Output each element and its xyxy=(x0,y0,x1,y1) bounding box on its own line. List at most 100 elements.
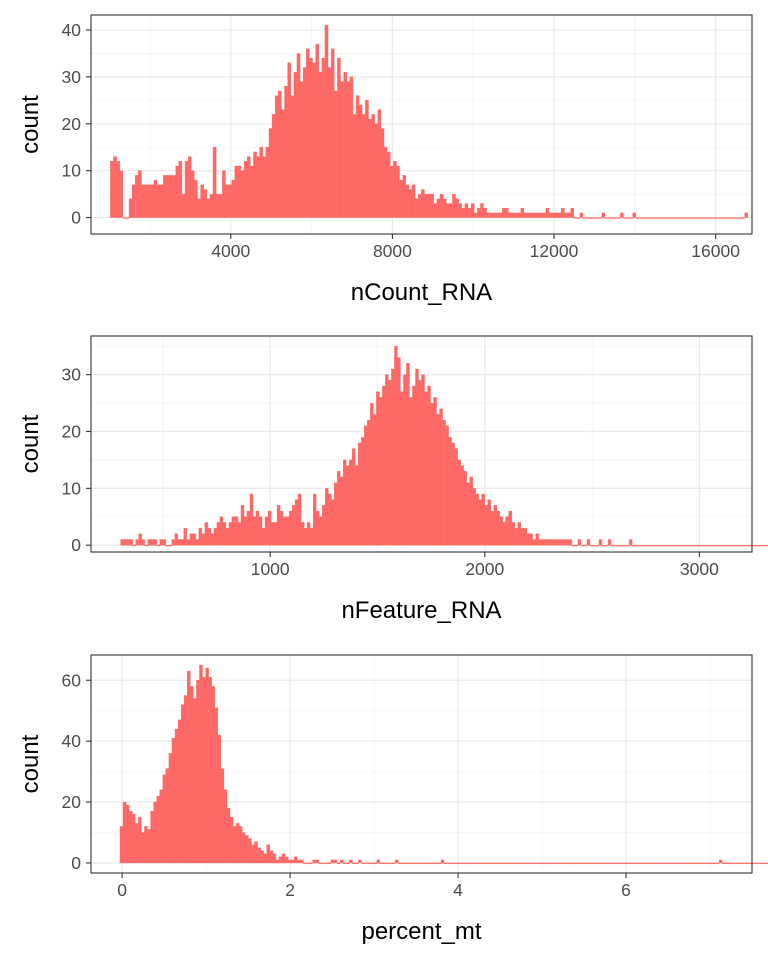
histogram-bar xyxy=(306,522,311,546)
histogram-bar xyxy=(410,862,414,865)
histogram-bar xyxy=(621,862,625,865)
histogram-bar xyxy=(446,203,450,218)
histogram-bar xyxy=(483,208,487,218)
histogram-bar xyxy=(433,397,437,546)
histogram-bar xyxy=(580,544,585,547)
histogram-bar xyxy=(132,544,136,547)
histogram-bar xyxy=(119,170,124,218)
histogram-bar xyxy=(260,850,264,864)
histogram-bar xyxy=(431,862,436,865)
histogram-bar xyxy=(422,862,426,865)
histogram-bar xyxy=(628,539,633,546)
histogram-bar xyxy=(615,862,619,865)
histogram-bars xyxy=(110,25,749,219)
histogram-bar xyxy=(585,217,590,219)
histogram-bar xyxy=(735,217,739,219)
histogram-bar xyxy=(243,161,248,218)
histogram-bar xyxy=(738,217,742,219)
histogram-bar xyxy=(573,217,578,219)
histogram-bar xyxy=(712,862,717,865)
histogram-bar xyxy=(340,476,344,546)
histogram-bar xyxy=(624,862,628,865)
histogram-bar xyxy=(746,544,750,547)
histogram-bar xyxy=(541,862,546,865)
histogram-bar xyxy=(159,539,163,546)
histogram-bar xyxy=(200,184,204,218)
histogram-bar xyxy=(282,516,287,546)
histogram-bar xyxy=(382,385,386,546)
histogram-bar xyxy=(287,859,292,864)
histogram-bar xyxy=(489,862,494,865)
histogram-bar xyxy=(547,862,552,865)
histogram-bar xyxy=(665,544,669,547)
histogram-bar xyxy=(605,862,610,865)
histogram-bar xyxy=(529,212,534,218)
histogram-bar xyxy=(694,862,698,865)
histogram-bar xyxy=(667,862,671,865)
histogram-bar xyxy=(651,217,655,219)
histogram-bar xyxy=(579,212,584,218)
histogram-bar xyxy=(514,212,518,218)
histogram-bar xyxy=(204,522,209,546)
histogram-bar xyxy=(365,100,369,218)
histogram-bar xyxy=(125,217,130,219)
histogram-bar xyxy=(364,425,368,546)
histogram-bar xyxy=(570,208,574,218)
y-axis-title: count xyxy=(17,414,44,473)
histogram-bar xyxy=(297,493,302,546)
histogram-bar xyxy=(306,862,310,865)
histogram-bar xyxy=(256,156,260,218)
histogram-bar xyxy=(654,862,659,865)
histogram-bar xyxy=(396,165,400,218)
histogram-bar xyxy=(129,539,133,546)
histogram-bar xyxy=(722,217,727,219)
histogram-bars xyxy=(120,346,768,547)
histogram-bar xyxy=(484,505,488,546)
histogram-bar xyxy=(538,539,543,546)
y-tick-label: 20 xyxy=(62,114,82,134)
histogram-bar xyxy=(416,862,420,865)
histogram-bar xyxy=(138,170,142,218)
histogram-bar xyxy=(722,862,726,865)
histogram-bar xyxy=(336,862,341,865)
histogram-bar xyxy=(669,217,674,219)
histogram-bar xyxy=(397,862,402,865)
histogram-bar xyxy=(122,217,127,219)
histogram-bar xyxy=(454,448,458,546)
histogram-bar xyxy=(421,374,425,546)
histogram-bar xyxy=(222,170,226,218)
histogram-bar xyxy=(275,859,280,864)
histogram-bar xyxy=(660,862,665,865)
histogram-bar xyxy=(220,768,225,864)
histogram-bar xyxy=(682,217,686,219)
histogram-bar xyxy=(617,217,621,219)
histogram-bar xyxy=(261,527,266,546)
histogram-bar xyxy=(303,527,308,546)
histogram-bar xyxy=(394,859,399,864)
histogram-bar xyxy=(734,544,738,547)
histogram-bar xyxy=(446,862,451,865)
histogram-bar xyxy=(243,516,248,546)
histogram-bar xyxy=(478,499,482,546)
x-tick-label: 4 xyxy=(453,880,463,900)
histogram-bar xyxy=(517,862,521,865)
histogram-bar xyxy=(240,505,245,546)
histogram-bar xyxy=(352,448,356,546)
histogram-bar xyxy=(346,81,351,218)
histogram-bar xyxy=(113,156,117,218)
histogram-bar xyxy=(576,217,581,219)
histogram-bar xyxy=(619,544,624,547)
histogram-bar xyxy=(264,516,269,546)
histogram-bar xyxy=(269,850,274,864)
histogram-bar xyxy=(183,695,188,864)
histogram-bar xyxy=(649,544,654,547)
histogram-bar xyxy=(668,544,672,547)
histogram-bar xyxy=(123,539,127,546)
histogram-bar xyxy=(631,544,636,547)
histogram-bar xyxy=(663,862,668,865)
histogram-bar xyxy=(376,859,381,864)
histogram-bar xyxy=(177,539,181,546)
histogram-bar xyxy=(377,109,382,218)
histogram-bar xyxy=(418,380,422,546)
